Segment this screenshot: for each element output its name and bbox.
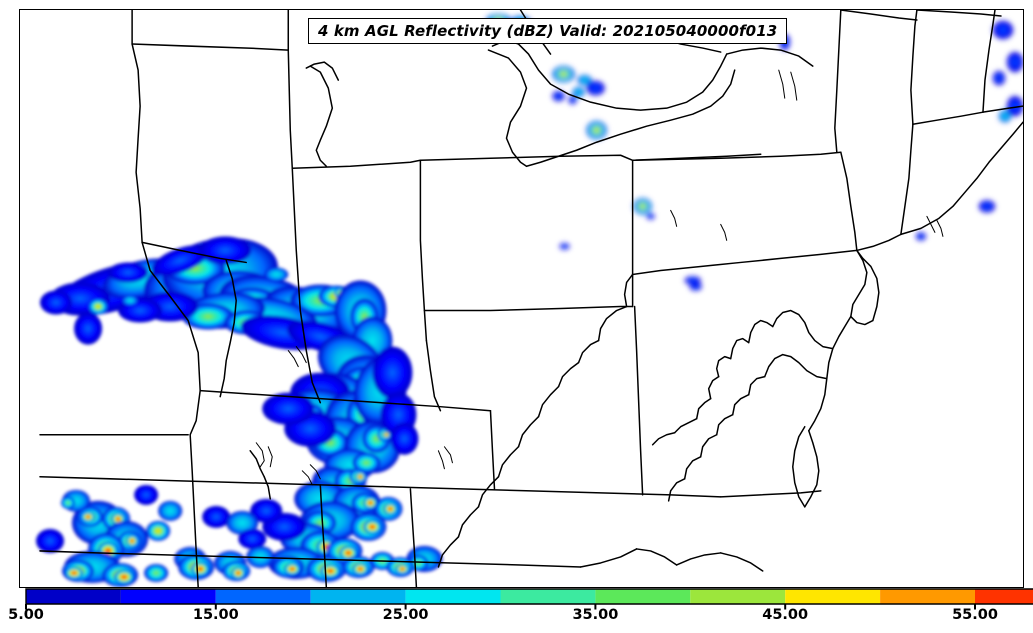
colorbar-ticks [25,604,976,610]
colorbar-band [215,589,311,604]
reflectivity-layer [36,14,1023,587]
colorbar-band [26,589,121,604]
colorbar: 5.00 15.00 25.00 35.00 45.00 55.00 [0,588,1033,633]
map-title-box: 4 km AGL Reflectivity (dBZ) Valid: 20210… [308,18,788,44]
colorbar-band [120,589,216,604]
echo-convective-line [250,466,403,582]
colorbar-band [500,589,596,604]
colorbar-tick-label: 25.00 [382,607,429,623]
colorbar-band [405,589,501,604]
colorbar-bands [25,588,1033,605]
colorbar-tick-label: 45.00 [762,607,809,623]
colorbar-band [690,589,786,604]
colorbar-band [880,589,975,604]
colorbar-band [975,589,1033,604]
reflectivity-map [36,10,1023,587]
colorbar-band [310,589,406,604]
map-title-text: 4 km AGL Reflectivity (dBZ) Valid: 20210… [318,22,778,40]
colorbar-outline [25,588,1033,605]
colorbar-tick-label: 5.00 [8,607,44,623]
map-panel: 4 km AGL Reflectivity (dBZ) Valid: 20210… [19,9,1024,588]
colorbar-tick-label: 55.00 [952,607,998,623]
colorbar-svg [25,588,1033,610]
colorbar-band [785,589,881,604]
colorbar-tick-label: 15.00 [192,607,239,623]
colorbar-band [595,589,691,604]
echo-isolated-cells [486,14,1023,291]
colorbar-tick-label: 35.00 [572,607,619,623]
